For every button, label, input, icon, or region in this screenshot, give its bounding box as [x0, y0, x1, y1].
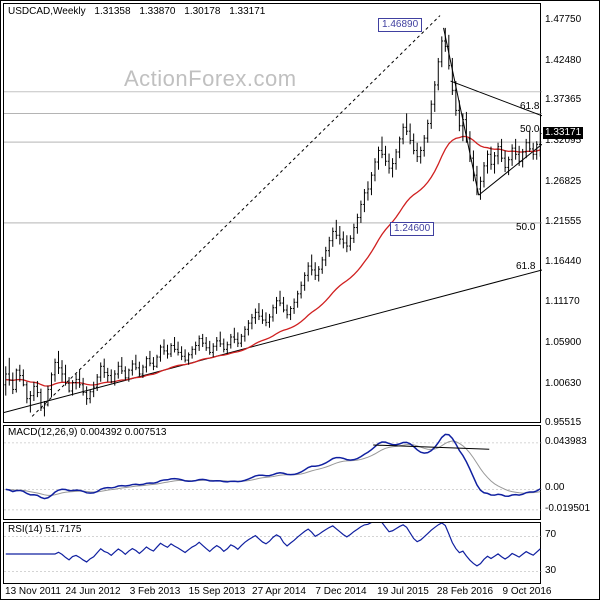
yaxis-macd-label: 0.043983: [545, 436, 587, 447]
rsi-svg-overlay: [4, 523, 542, 585]
yaxis-main-label: 1.11170: [545, 296, 580, 307]
xaxis-label: 28 Feb 2016: [437, 586, 493, 597]
yaxis-main-label: 1.16440: [545, 256, 581, 267]
xaxis-label: 24 Jun 2012: [65, 586, 120, 597]
yaxis-main-label: 1.26825: [545, 176, 581, 187]
fib-label: 50.0: [516, 222, 535, 233]
xaxis-label: 19 Jul 2015: [377, 586, 429, 597]
yaxis-main-label: 1.37365: [545, 94, 581, 105]
xaxis-label: 27 Apr 2014: [252, 586, 306, 597]
yaxis-macd-label: -0.019501: [545, 503, 590, 514]
xaxis-label: 7 Dec 2014: [315, 586, 366, 597]
xaxis-label: 3 Feb 2013: [130, 586, 181, 597]
fib-label: 61.8: [516, 261, 535, 272]
fib-label: 61.8: [520, 101, 539, 112]
macd-svg-overlay: [4, 426, 542, 521]
main-svg-overlay: [4, 4, 542, 424]
yaxis-rsi: 30 70: [542, 522, 599, 584]
yaxis-macd-label: 0.00: [545, 482, 564, 493]
price-annotation: 1.46890: [378, 18, 422, 32]
yaxis-main-label: 1.42480: [545, 55, 581, 66]
yaxis-main-label: 1.21555: [545, 216, 581, 227]
yaxis-main: 0.955151.006301.059001.111701.164401.215…: [542, 3, 599, 423]
xaxis-label: 15 Sep 2013: [189, 586, 246, 597]
x-axis: 13 Nov 2011 24 Jun 2012 3 Feb 2013 15 Sep 2…: [3, 583, 541, 597]
main-price-chart: USDCAD,Weekly 1.31358 1.33870 1.30178 1.…: [3, 3, 541, 423]
xaxis-label: 9 Oct 2016: [503, 586, 552, 597]
fib-label: 50.0: [520, 124, 539, 135]
yaxis-macd: -0.019501 0.00 0.043983: [542, 425, 599, 520]
rsi-chart: RSI(14) 51.7175: [3, 522, 541, 584]
macd-chart: MACD(12,26,9) 0.004392 0.007513: [3, 425, 541, 520]
yaxis-main-label: 1.05900: [545, 337, 581, 348]
xaxis-label: 13 Nov 2011: [5, 586, 61, 597]
current-price-box: 1.33171: [543, 127, 583, 139]
yaxis-rsi-label: 30: [545, 565, 556, 576]
yaxis-main-label: 1.47750: [545, 14, 581, 25]
yaxis-main-label: 1.00630: [545, 378, 581, 389]
yaxis-rsi-label: 70: [545, 529, 556, 540]
price-annotation: 1.24600: [390, 222, 434, 236]
